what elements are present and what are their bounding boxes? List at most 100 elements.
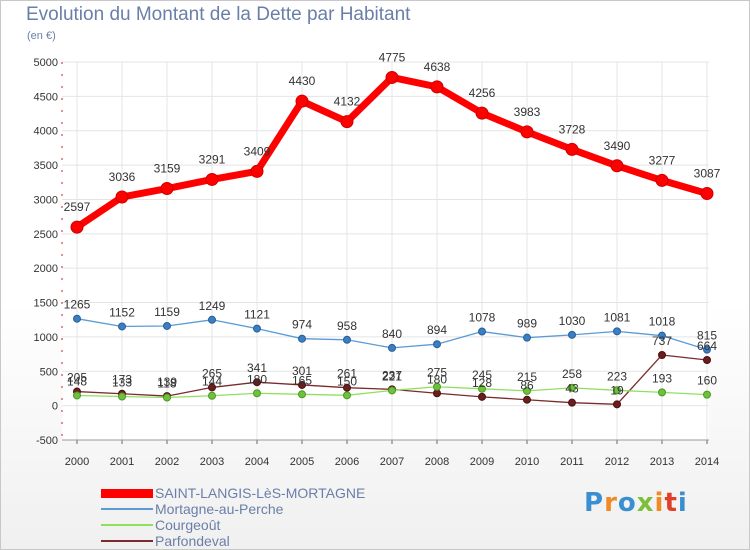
series-3-data-label: 261 — [337, 367, 357, 381]
legend-item-courgeout: Courgeoût — [101, 517, 365, 533]
x-tick-label: 2006 — [335, 456, 359, 468]
series-0-data-label: 3983 — [514, 105, 541, 119]
series-3-data-label: 664 — [697, 339, 717, 353]
series-1-data-label: 840 — [382, 327, 402, 341]
series-1-point — [73, 314, 81, 323]
x-tick-label: 2007 — [380, 456, 404, 468]
series-0-point — [115, 190, 129, 204]
series-1-data-label: 1152 — [109, 305, 135, 319]
y-tick-label: 1500 — [34, 298, 58, 310]
y-tick-label: 500 — [40, 366, 58, 378]
logo-letter: o — [617, 488, 637, 518]
logo-letter: x — [636, 488, 655, 518]
legend-label-courgeout: Courgeoût — [155, 517, 221, 533]
series-0-point — [70, 220, 84, 234]
y-tick-label: 4000 — [34, 126, 58, 138]
x-tick-label: 2014 — [695, 456, 719, 468]
series-3-data-label: 301 — [292, 364, 312, 378]
series-1-point — [658, 331, 666, 340]
series-2-data-label: 223 — [607, 369, 627, 383]
series-0-point — [205, 172, 219, 186]
series-2-point — [298, 390, 306, 399]
logo-letter: i — [654, 488, 665, 518]
series-0-point — [430, 80, 444, 94]
x-tick-label: 2008 — [425, 456, 449, 468]
series-0-data-label: 3409 — [244, 144, 271, 158]
series-0-data-label: 4775 — [379, 50, 406, 64]
series-1-data-label: 1121 — [244, 308, 270, 322]
x-tick-label: 2009 — [470, 456, 494, 468]
series-0-data-label: 3159 — [154, 162, 181, 176]
series-2-data-label: 148 — [67, 374, 87, 388]
series-0-data-label: 4430 — [289, 74, 316, 88]
chart-title: Evolution du Montant de la Dette par Hab… — [26, 4, 411, 25]
legend-item-parfondeval: Parfondeval — [101, 533, 365, 549]
series-0-point — [520, 125, 534, 139]
series-2-point — [163, 393, 171, 402]
logo-letter: P — [584, 488, 605, 518]
x-tick-label: 2011 — [560, 456, 584, 468]
series-0-point — [160, 182, 174, 196]
series-1-data-label: 1078 — [469, 311, 496, 325]
series-0-data-label: 3291 — [199, 152, 226, 166]
series-0-point — [340, 115, 354, 129]
plot-area — [62, 62, 709, 440]
series-2-point — [478, 384, 486, 393]
series-1-data-label: 894 — [427, 323, 447, 337]
logo-letter: r — [604, 488, 618, 518]
legend-swatch-courgeout — [101, 524, 153, 526]
series-2-point — [253, 389, 261, 398]
series-3-point — [433, 389, 441, 398]
series-1-data-label: 815 — [697, 329, 717, 343]
series-2-data-label: 150 — [337, 374, 357, 388]
series-2-data-label: 275 — [427, 366, 447, 380]
series-1-data-label: 1265 — [64, 298, 91, 312]
series-2-point — [208, 391, 216, 400]
series-1-point — [703, 345, 711, 354]
series-2-data-label: 245 — [472, 368, 492, 382]
series-2-point — [658, 388, 666, 397]
x-tick-label: 2012 — [605, 456, 629, 468]
legend-item-mortagne: Mortagne-au-Perche — [101, 501, 365, 517]
series-0-data-label: 3277 — [649, 153, 676, 167]
series-2-data-label: 160 — [697, 374, 717, 388]
legend-label-mortagne: Mortagne-au-Perche — [155, 501, 284, 517]
series-1-point — [613, 327, 621, 336]
series-1-point — [523, 333, 531, 342]
x-tick-label: 2004 — [245, 456, 269, 468]
chart-subtitle: (en €) — [27, 30, 56, 42]
series-1-point — [478, 327, 486, 336]
series-2-point — [73, 391, 81, 400]
series-1-point — [163, 321, 171, 330]
series-1-data-label: 989 — [517, 317, 537, 331]
x-tick-label: 2000 — [65, 456, 89, 468]
series-2-data-label: 193 — [652, 371, 672, 385]
series-1-data-label: 1030 — [559, 314, 586, 328]
legend-label-parfondeval: Parfondeval — [155, 533, 230, 549]
y-tick-label: 5000 — [34, 57, 58, 69]
series-3-point — [253, 378, 261, 387]
series-1-point — [343, 335, 351, 344]
y-tick-label: 3500 — [34, 160, 58, 172]
series-2-data-label: 165 — [292, 373, 312, 387]
series-3-point — [658, 350, 666, 359]
series-0-data-label: 4638 — [424, 60, 451, 74]
series-3-point — [523, 395, 531, 404]
series-2-point — [613, 386, 621, 395]
series-3-point — [343, 383, 351, 392]
series-3-data-label: 341 — [247, 361, 267, 375]
series-1-point — [118, 322, 126, 331]
series-1-point — [208, 315, 216, 324]
series-3-point — [298, 380, 306, 389]
series-3-point — [478, 392, 486, 401]
legend-item-saint-langis: SAINT-LANGIS-LèS-MORTAGNE — [101, 485, 365, 501]
series-0-data-label: 4132 — [334, 95, 361, 109]
series-0-point — [610, 159, 624, 173]
series-0-point — [700, 186, 714, 200]
logo-letter: i — [677, 488, 688, 518]
series-1-data-label: 1018 — [649, 315, 676, 329]
series-0-point — [655, 173, 669, 187]
series-3-data-label: 205 — [67, 371, 87, 385]
legend-swatch-saint-langis — [101, 488, 153, 498]
series-2-data-label: 221 — [382, 369, 402, 383]
